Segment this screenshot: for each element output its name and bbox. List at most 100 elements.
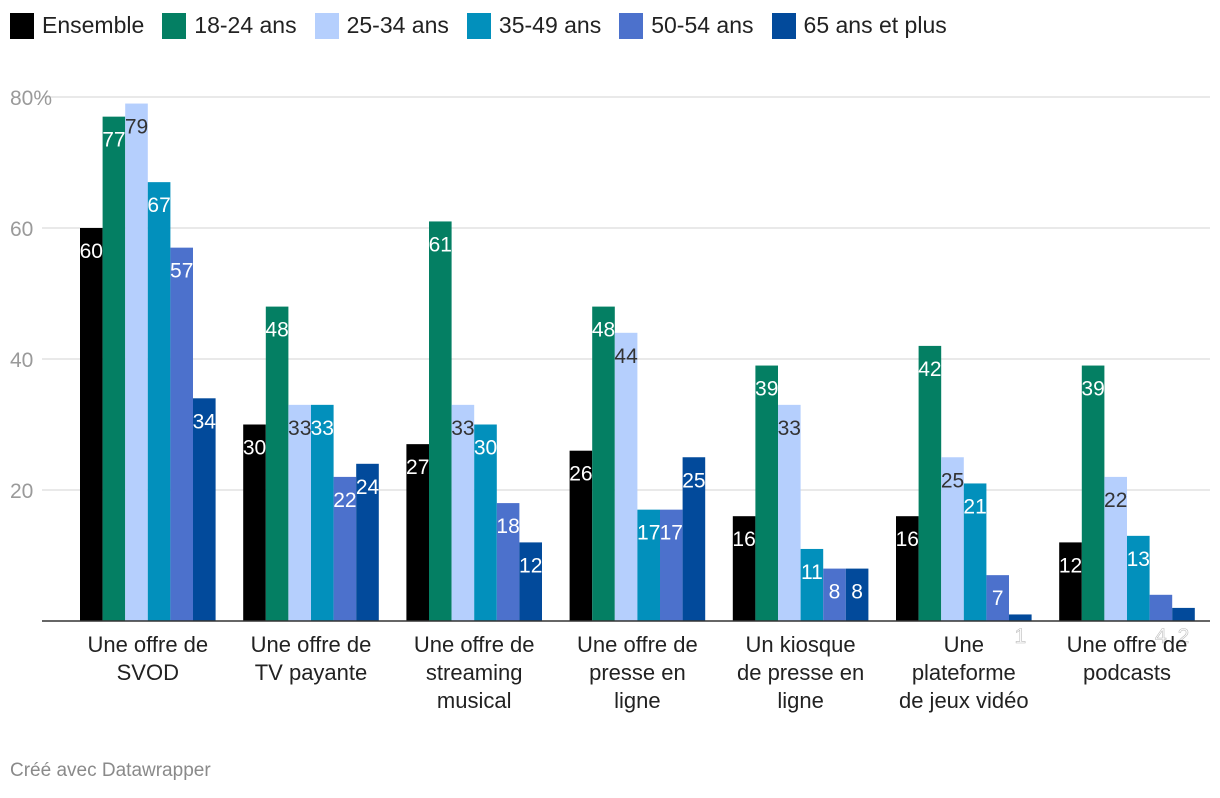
data-label: 11 [801,561,823,584]
data-label: 33 [778,417,801,440]
x-tick-label: Une offre de [414,632,535,657]
y-tick-label: 60 [10,218,33,241]
bar [1059,542,1082,621]
data-label: 12 [1059,554,1082,577]
data-label: 21 [963,495,986,518]
bar [451,404,475,621]
legend-swatch [314,12,339,39]
data-label: 16 [732,528,755,551]
bar [102,116,126,622]
data-label: 13 [1127,548,1150,571]
bar [243,424,266,621]
bar [496,503,520,621]
legend: Ensemble 18-24 ans 25-34 ans 35-49 ans 50-54… [10,12,965,39]
x-tick-label: musical [437,688,512,713]
x-tick-label: streaming [426,660,523,685]
data-label: 22 [1104,489,1127,512]
bar [963,483,987,621]
x-tick-label: TV payante [255,660,368,685]
data-label: 27 [406,456,429,479]
bar [823,568,846,621]
x-tick-label: Un kiosque [746,632,856,657]
bar [429,221,452,621]
data-label: 60 [80,240,103,263]
bar [1127,535,1150,621]
legend-label: 18-24 ans [194,12,297,38]
legend-label: Ensemble [42,12,145,38]
data-label: 25 [682,469,705,492]
legend-label: 50-54 ans [651,12,754,38]
bar [406,444,429,621]
bar [682,457,706,621]
bar [800,548,824,621]
x-tick-label: podcasts [1083,660,1171,685]
x-tick-label: ligne [614,688,660,713]
bar [637,509,660,621]
data-label: 39 [755,378,778,401]
data-label: 57 [170,260,193,283]
bar [896,516,919,621]
bar [147,182,171,621]
credit-text: Créé avec Datawrapper [10,760,211,781]
bar [288,404,311,621]
data-label: 42 [918,358,941,381]
bar [592,306,615,621]
bar [732,516,756,621]
data-label: 33 [311,417,334,440]
bar [778,404,801,621]
data-label: 33 [288,417,311,440]
data-label: 2 [1178,625,1190,648]
data-label: 8 [829,581,841,604]
data-label: 30 [243,437,266,460]
bar [918,345,942,621]
data-label: 34 [193,410,217,433]
data-label: 18 [496,515,519,538]
x-tick-label: Une [944,632,984,657]
bar [474,424,497,621]
bar [1009,614,1032,621]
legend-swatch [771,12,796,39]
data-label: 48 [592,319,615,342]
data-label: 30 [474,437,497,460]
bar [311,404,334,621]
data-label: 16 [896,528,919,551]
bar [614,332,638,621]
x-tick-label: SVOD [117,660,179,685]
legend-label: 25-34 ans [346,12,449,38]
x-tick-label: Une offre de [577,632,698,657]
data-label: 22 [333,489,356,512]
bar [333,476,357,621]
legend-item[interactable]: Ensemble [10,12,144,39]
bar [569,450,593,621]
legend-item[interactable]: 18-24 ans [162,12,297,39]
legend-item[interactable]: 25-34 ans [314,12,449,39]
bar [265,306,289,621]
data-label: 26 [569,463,592,486]
data-label: 39 [1081,378,1104,401]
data-label: 79 [125,116,148,139]
bar [845,568,869,621]
y-tick-label: 40 [10,349,33,372]
data-label: 48 [265,319,288,342]
bar [1172,607,1195,621]
legend-swatch [10,12,34,39]
legend-item[interactable]: 65 ans et plus [771,12,947,39]
legend-item[interactable]: 50-54 ans [619,12,754,39]
x-tick-label: Une offre de [1067,632,1188,657]
data-label: 8 [851,581,863,604]
bar [660,509,683,621]
data-label: 17 [660,522,683,545]
bar [193,398,216,621]
legend-swatch [619,12,644,39]
y-tick-label: 20 [10,480,33,503]
bar [125,103,148,622]
data-label: 44 [614,345,638,368]
x-tick-label: presse en [589,660,686,685]
legend-item[interactable]: 35-49 ans [466,12,602,39]
data-label: 24 [356,476,380,499]
legend-swatch [466,12,491,39]
x-tick-label: Une offre de [251,632,372,657]
legend-label: 65 ans et plus [803,12,947,38]
legend-label: 35-49 ans [498,12,602,38]
